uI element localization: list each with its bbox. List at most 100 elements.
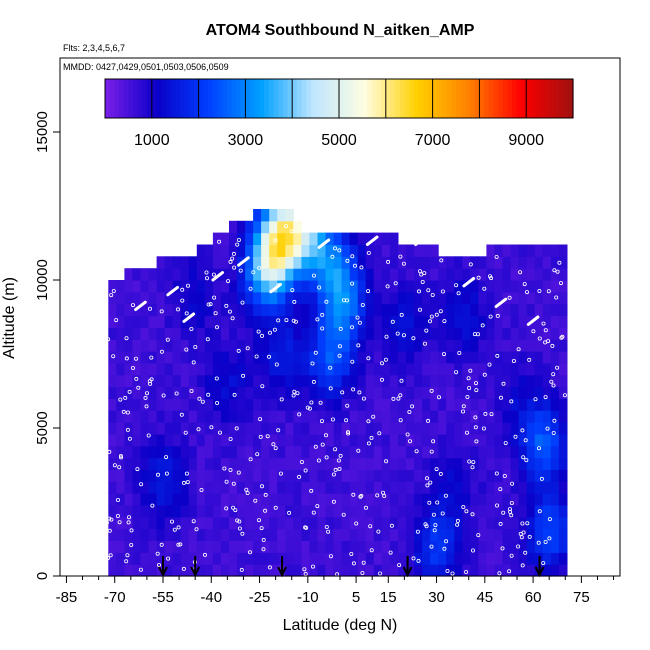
heatmap-cell xyxy=(526,398,536,411)
heatmap-cell xyxy=(486,291,495,305)
colorbar-swatch xyxy=(226,79,232,118)
heatmap-cell xyxy=(124,481,133,494)
heatmap-cell xyxy=(430,268,439,281)
heatmap-cell xyxy=(558,303,568,317)
sample-point xyxy=(351,492,356,497)
heatmap-cell xyxy=(309,291,318,305)
heatmap-cell xyxy=(494,339,504,352)
heatmap-cell xyxy=(333,433,343,447)
heatmap-cell xyxy=(502,327,512,340)
heatmap-cell xyxy=(269,481,278,494)
sample-point xyxy=(297,412,302,417)
heatmap-cell xyxy=(229,398,238,411)
heatmap-cell xyxy=(293,303,302,317)
heatmap-cell xyxy=(349,445,359,459)
heatmap-cell xyxy=(293,410,302,423)
sample-point xyxy=(130,365,135,370)
heatmap-cell xyxy=(397,457,407,470)
sample-point xyxy=(384,334,389,339)
heatmap-cell xyxy=(277,493,286,506)
heatmap-cell xyxy=(550,552,560,565)
sample-point xyxy=(507,295,512,300)
heatmap-cell xyxy=(180,386,190,399)
heatmap-cell xyxy=(229,351,238,364)
heatmap-cell xyxy=(365,232,375,245)
sample-point xyxy=(356,343,361,348)
heatmap-cell xyxy=(253,564,262,577)
heatmap-cell xyxy=(534,256,544,269)
sample-point xyxy=(127,515,132,520)
heatmap-cell xyxy=(486,505,495,518)
heatmap-cell xyxy=(446,386,455,399)
heatmap-cell xyxy=(389,564,399,577)
heatmap-cell xyxy=(349,398,359,411)
heatmap-cell xyxy=(245,256,254,269)
heatmap-cell xyxy=(381,469,391,482)
heatmap-cell xyxy=(269,505,278,518)
heatmap-cell xyxy=(212,244,222,257)
heatmap-cell xyxy=(406,433,415,447)
heatmap-cell xyxy=(156,505,166,518)
heatmap-cell xyxy=(253,351,262,364)
sample-point xyxy=(155,472,160,477)
heatmap-cell xyxy=(164,564,174,577)
heatmap-cell xyxy=(542,386,552,399)
heatmap-cell xyxy=(333,268,343,281)
heatmap-cell xyxy=(132,315,141,328)
heatmap-cell xyxy=(237,244,246,257)
sample-point xyxy=(363,505,368,510)
heatmap-cell xyxy=(196,505,206,518)
heatmap-cell xyxy=(502,457,512,470)
heatmap-cell xyxy=(341,505,351,518)
heatmap-cell xyxy=(293,291,302,305)
heatmap-cell xyxy=(454,528,463,541)
heatmap-cell xyxy=(446,339,455,352)
heatmap-cell xyxy=(502,351,512,364)
heatmap-cell xyxy=(156,362,166,376)
heatmap-cell xyxy=(422,422,431,435)
heatmap-cell xyxy=(116,505,125,518)
heatmap-cell xyxy=(180,457,190,470)
colorbar-swatch xyxy=(245,79,251,118)
heatmap-cell xyxy=(188,433,198,447)
sample-point xyxy=(467,459,472,464)
heatmap-cell xyxy=(341,386,351,399)
heatmap-cell xyxy=(373,256,383,269)
heatmap-cell xyxy=(108,505,117,518)
heatmap-cell xyxy=(373,280,383,293)
heatmap-cell xyxy=(269,445,278,459)
heatmap-cell xyxy=(172,315,182,328)
heatmap-cell xyxy=(454,351,463,364)
heatmap-cell xyxy=(373,457,383,470)
heatmap-cell xyxy=(486,351,495,364)
heatmap-cell xyxy=(245,374,254,388)
heatmap-cell xyxy=(349,564,359,577)
sample-point xyxy=(181,480,186,485)
heatmap-cell xyxy=(172,469,182,482)
heatmap-cell xyxy=(357,540,367,553)
sample-point xyxy=(386,259,391,264)
heatmap-cell xyxy=(357,505,367,518)
heatmap-cell xyxy=(261,528,270,541)
heatmap-cell xyxy=(140,564,150,577)
heatmap-cell xyxy=(518,256,528,269)
heatmap-cell xyxy=(301,351,310,364)
sample-point xyxy=(525,521,530,526)
sample-point xyxy=(116,497,121,502)
heatmap-cell xyxy=(389,374,399,388)
heatmap-cell xyxy=(414,268,423,281)
heatmap-cell xyxy=(164,445,174,459)
heatmap-cell xyxy=(365,410,375,423)
heatmap-cell xyxy=(454,457,463,470)
sample-point xyxy=(498,521,503,526)
sample-point xyxy=(194,527,199,532)
heatmap-cell xyxy=(494,374,504,388)
heatmap-cell xyxy=(558,481,568,494)
sample-point xyxy=(123,395,128,400)
heatmap-cell xyxy=(462,303,471,317)
heatmap-cell xyxy=(510,481,520,494)
heatmap-cell xyxy=(518,505,528,518)
sample-point xyxy=(549,379,554,384)
heatmap-cell xyxy=(373,528,383,541)
sample-point xyxy=(165,337,170,342)
